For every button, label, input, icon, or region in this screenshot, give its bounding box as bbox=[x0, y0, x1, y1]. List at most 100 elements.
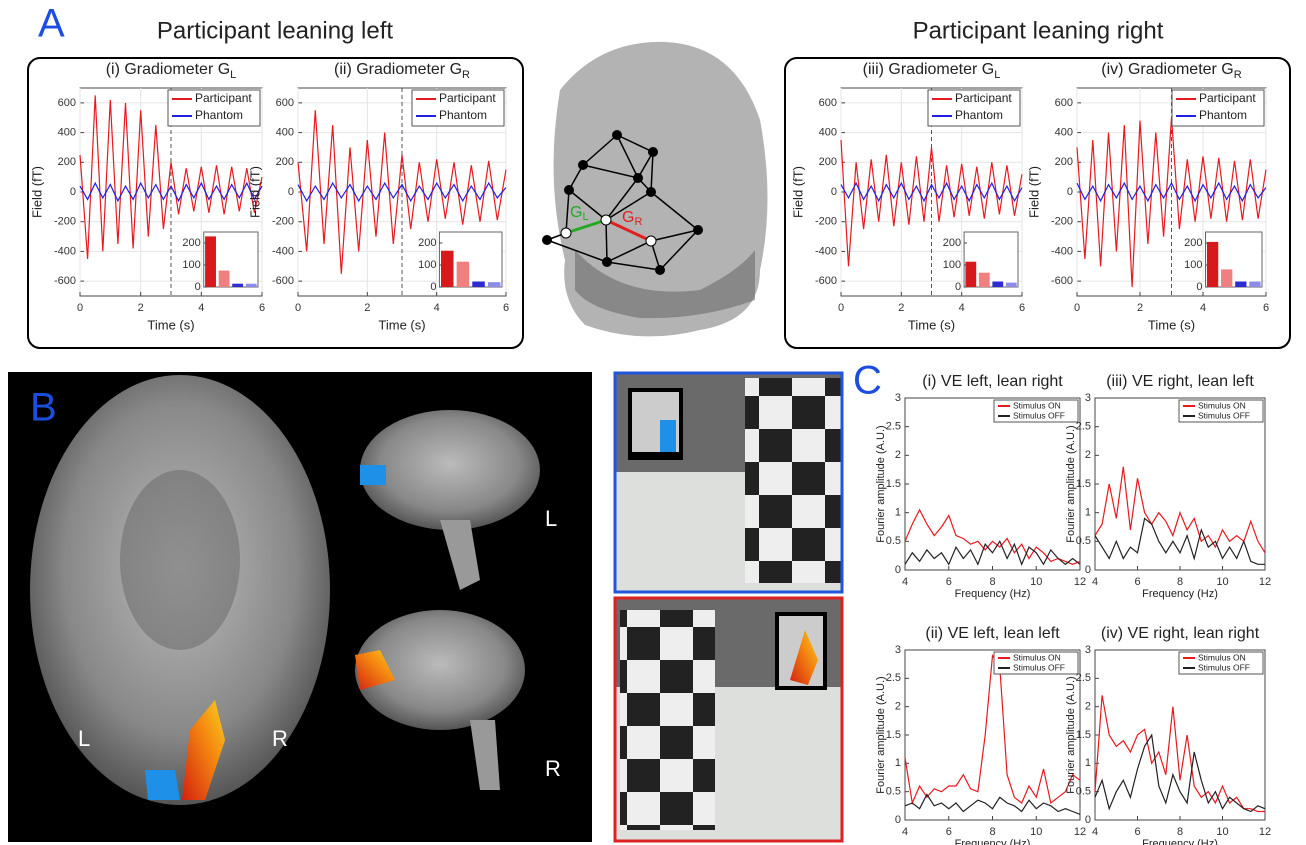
series-line bbox=[1094, 733, 1266, 813]
x-tick-label: 8 bbox=[1177, 826, 1183, 838]
bar bbox=[456, 261, 470, 287]
y-tick-label: 600 bbox=[1055, 97, 1073, 109]
y-tick-label: 2.5 bbox=[1076, 421, 1091, 433]
legend-label: Phantom bbox=[955, 108, 1003, 122]
y-tick-label: 1 bbox=[895, 757, 901, 769]
x-tick-label: 6 bbox=[1019, 302, 1025, 314]
y-tick-label: 3 bbox=[895, 644, 901, 656]
panel-letter: B bbox=[30, 386, 57, 430]
y-tick-label: 600 bbox=[58, 97, 76, 109]
x-tick-label: 4 bbox=[1200, 302, 1206, 314]
series-line bbox=[1094, 517, 1265, 565]
x-tick-label: 12 bbox=[1259, 576, 1271, 588]
series-line bbox=[840, 139, 1023, 267]
panel-frame bbox=[27, 57, 524, 349]
edge-label: G bbox=[570, 204, 582, 221]
bar bbox=[218, 270, 230, 287]
y-tick-label: -200 bbox=[1051, 216, 1073, 228]
y-tick-label: 0 bbox=[895, 814, 901, 826]
series-line bbox=[904, 508, 1081, 565]
y-tick-label: 200 bbox=[58, 156, 76, 168]
y-tick-label: 100 bbox=[182, 259, 200, 271]
edge-label-sub: L bbox=[582, 211, 588, 223]
chart-title-sub: L bbox=[230, 69, 236, 81]
chart-title-sub: R bbox=[1234, 69, 1242, 81]
y-tick-label: 3 bbox=[895, 392, 901, 404]
panel-title: Participant leaning left bbox=[157, 17, 393, 44]
x-tick-label: 8 bbox=[989, 576, 995, 588]
series-line bbox=[79, 95, 263, 259]
x-axis-label: Frequency (Hz) bbox=[1142, 838, 1218, 845]
sagittal-slice bbox=[355, 610, 525, 730]
bar bbox=[1249, 281, 1261, 287]
legend-label: Phantom bbox=[439, 108, 487, 122]
x-tick-label: 12 bbox=[1074, 576, 1086, 588]
y-tick-label: 1.5 bbox=[886, 729, 901, 741]
bar bbox=[978, 272, 990, 287]
chart-title: (iii) VE right, lean left bbox=[1106, 373, 1254, 390]
x-tick-label: 0 bbox=[77, 302, 83, 314]
bar bbox=[1005, 282, 1017, 287]
edge-label-sub: R bbox=[634, 216, 642, 228]
y-tick-label: 0 bbox=[1067, 186, 1073, 198]
legend-box bbox=[1178, 651, 1264, 675]
series-line bbox=[840, 181, 1023, 203]
x-tick-label: 12 bbox=[1259, 826, 1271, 838]
edge-label: GR bbox=[622, 209, 642, 228]
y-tick-label: 1.5 bbox=[1076, 478, 1091, 490]
chart-title: (iv) Gradiometer G bbox=[1101, 61, 1233, 78]
chart-title: (iii) Gradiometer GL bbox=[863, 61, 1001, 81]
legend-box bbox=[411, 89, 505, 127]
bar bbox=[232, 283, 244, 287]
y-tick-label: 0 bbox=[195, 281, 201, 293]
bar bbox=[441, 250, 454, 287]
chart-title: (ii) VE left, lean left bbox=[925, 625, 1060, 642]
vr-view bbox=[613, 371, 844, 594]
y-axis-label: Fourier amplitude (A.U.) bbox=[875, 425, 887, 542]
y-tick-label: 1 bbox=[1085, 507, 1091, 519]
activation-blue bbox=[360, 465, 386, 485]
legend-box bbox=[993, 651, 1079, 675]
y-tick-label: 400 bbox=[819, 126, 837, 138]
series-line bbox=[1094, 466, 1266, 554]
y-tick-label: 200 bbox=[1184, 237, 1202, 249]
legend-label: Stimulus ON bbox=[1198, 400, 1246, 410]
y-tick-label: -600 bbox=[54, 275, 76, 287]
y-tick-label: -400 bbox=[1051, 245, 1073, 257]
legend-label: Phantom bbox=[195, 108, 243, 122]
x-axis-label: Frequency (Hz) bbox=[1142, 588, 1218, 600]
legend-label: Stimulus OFF bbox=[1198, 662, 1250, 672]
y-tick-label: -600 bbox=[815, 275, 837, 287]
x-tick-label: 6 bbox=[1134, 576, 1140, 588]
x-tick-label: 12 bbox=[1074, 826, 1086, 838]
y-tick-label: 0.5 bbox=[1076, 786, 1091, 798]
y-axis-label: Field (fT) bbox=[247, 166, 262, 218]
legend-label: Stimulus OFF bbox=[1013, 662, 1065, 672]
y-tick-label: -200 bbox=[815, 216, 837, 228]
y-tick-label: 1.5 bbox=[1076, 729, 1091, 741]
y-tick-label: 0 bbox=[831, 186, 837, 198]
series-line bbox=[297, 181, 507, 203]
bar bbox=[1221, 269, 1233, 287]
x-tick-label: 0 bbox=[838, 302, 844, 314]
x-tick-label: 4 bbox=[902, 826, 908, 838]
x-tick-label: 2 bbox=[1137, 302, 1143, 314]
chart-title: (ii) VE left, lean left bbox=[925, 625, 1060, 642]
x-tick-label: 10 bbox=[1030, 826, 1042, 838]
series-line bbox=[1076, 181, 1267, 203]
series-line bbox=[904, 653, 1081, 806]
x-tick-label: 8 bbox=[1177, 576, 1183, 588]
x-tick-label: 2 bbox=[364, 302, 370, 314]
series-line bbox=[904, 540, 1081, 566]
legend-label: Stimulus ON bbox=[1198, 652, 1246, 662]
x-tick-label: 4 bbox=[1092, 576, 1098, 588]
chart-title: (iv) VE right, lean right bbox=[1101, 625, 1260, 642]
chart-title-sub: L bbox=[994, 69, 1000, 81]
plot-area bbox=[1094, 397, 1266, 571]
series-line bbox=[904, 793, 1081, 815]
legend-label: Participant bbox=[955, 91, 1012, 105]
head-model bbox=[542, 41, 768, 337]
panel-letter: C bbox=[853, 359, 882, 403]
y-tick-label: 200 bbox=[1055, 156, 1073, 168]
